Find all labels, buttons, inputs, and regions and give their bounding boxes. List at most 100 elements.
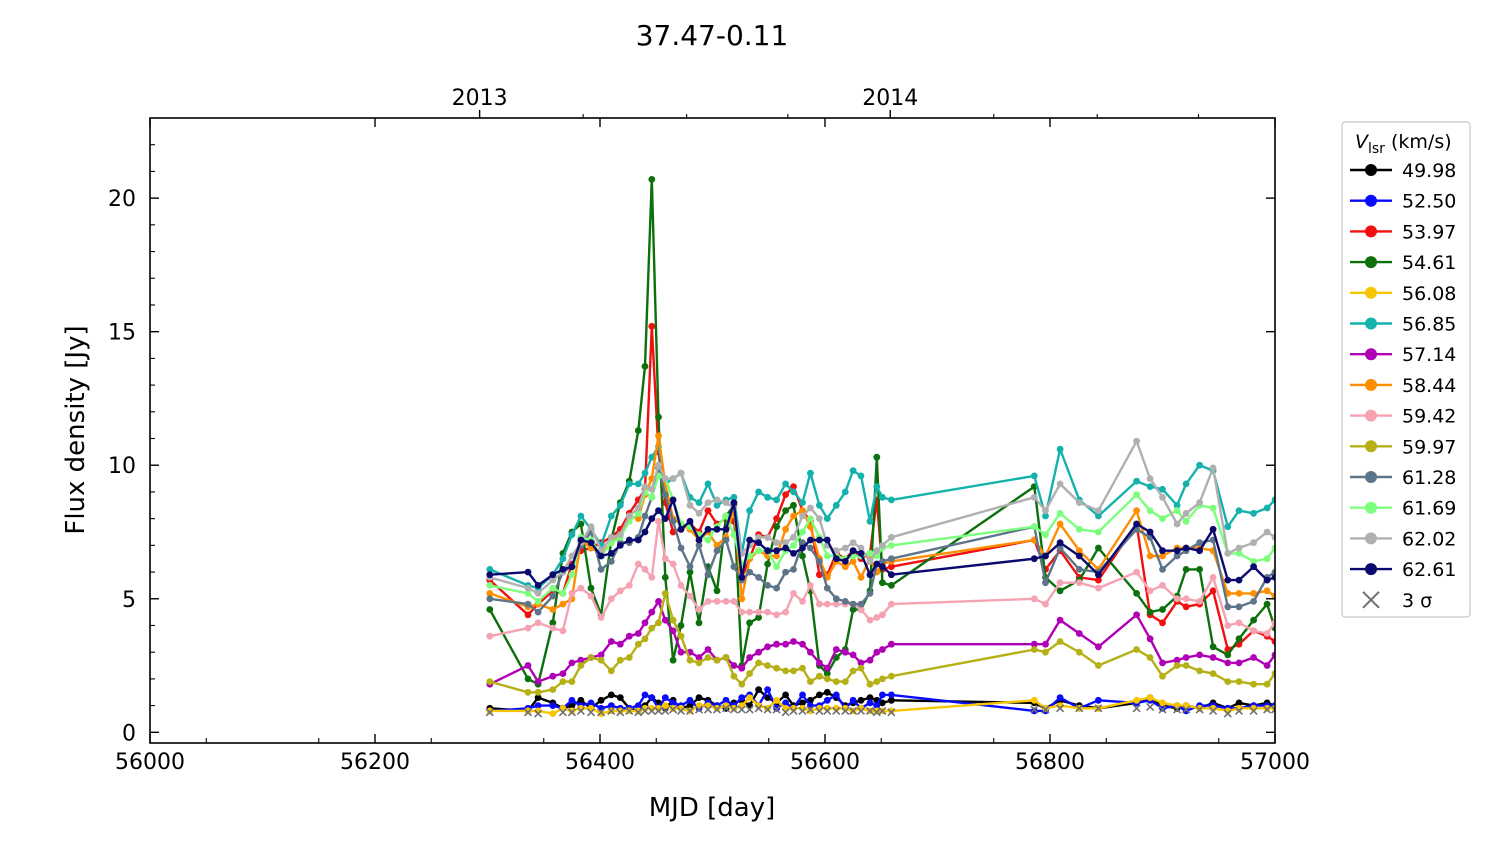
data-point [816, 672, 823, 680]
data-point [807, 678, 814, 685]
data-point [807, 582, 814, 589]
data-point [686, 563, 694, 571]
sigma-marker [676, 706, 686, 716]
data-point [764, 608, 771, 616]
legend-title: Vlsr (km/s) [1355, 131, 1452, 157]
data-point [686, 702, 694, 709]
sigma-marker [1041, 705, 1050, 714]
data-point [1196, 499, 1203, 506]
legend-swatch-marker [1365, 225, 1377, 238]
data-point [559, 555, 567, 563]
data-point [607, 558, 615, 565]
data-point [549, 606, 557, 613]
data-point [730, 499, 738, 506]
data-point [686, 656, 694, 664]
data-point [1146, 608, 1154, 616]
data-point [799, 699, 806, 707]
legend-swatch-marker [1365, 471, 1377, 483]
data-point [1042, 648, 1049, 656]
sigma-marker [597, 708, 606, 717]
data-point [1173, 552, 1181, 560]
data-point [841, 558, 849, 565]
data-point [849, 696, 857, 704]
legend-label: 62.02 [1402, 528, 1456, 550]
data-point [782, 507, 789, 514]
data-point [841, 488, 849, 496]
data-point [1271, 544, 1275, 552]
data-point [764, 493, 771, 501]
data-point [832, 654, 840, 661]
data-point [1095, 512, 1102, 520]
data-point [1030, 696, 1038, 704]
data-point [722, 598, 730, 605]
data-point [799, 539, 806, 547]
data-point [597, 651, 605, 659]
data-point [534, 678, 542, 685]
data-point [1209, 504, 1217, 512]
data-point [790, 512, 797, 520]
data-point [1095, 584, 1102, 592]
data-point [764, 694, 771, 701]
legend-label: 57.14 [1402, 344, 1456, 366]
data-point [873, 678, 881, 685]
data-point [549, 686, 557, 693]
data-point [648, 493, 656, 501]
data-point [616, 501, 624, 509]
data-point [616, 587, 624, 595]
sigma-marker [1263, 705, 1272, 714]
data-point [677, 544, 685, 552]
data-point [773, 515, 780, 522]
data-point [655, 461, 662, 469]
sigma-marker [1094, 704, 1103, 713]
sigma-marker [586, 708, 596, 717]
data-point [764, 704, 771, 712]
data-point [1075, 579, 1083, 587]
data-point [866, 590, 874, 597]
data-point [722, 525, 730, 533]
sigma-marker [1209, 706, 1218, 716]
data-point [873, 483, 881, 490]
data-point [807, 504, 814, 512]
data-point [1263, 528, 1271, 536]
data-point [1159, 619, 1166, 627]
data-point [669, 616, 677, 624]
data-point [730, 704, 738, 712]
data-point [1159, 493, 1166, 501]
data-point [866, 680, 874, 688]
data-point [607, 595, 615, 603]
data-point [738, 608, 746, 616]
data-point [879, 542, 886, 549]
data-point [1159, 704, 1166, 712]
data-point [1133, 568, 1140, 576]
sigma-marker [625, 706, 634, 716]
data-point [1250, 616, 1257, 624]
data-point [577, 656, 585, 664]
data-point [755, 547, 762, 555]
data-point [677, 632, 685, 640]
data-point [1235, 576, 1243, 584]
series-57-14 [486, 598, 1275, 688]
data-point [888, 555, 895, 563]
data-point [607, 667, 615, 675]
sigma-marker [849, 706, 858, 716]
data-point [764, 643, 771, 651]
data-point [577, 536, 585, 544]
data-point [669, 656, 677, 664]
data-point [616, 694, 624, 701]
data-point [816, 501, 823, 509]
legend-label: 58.44 [1402, 375, 1456, 397]
data-point [782, 539, 789, 547]
data-point [738, 680, 746, 688]
data-point [1042, 531, 1049, 539]
data-point [1095, 528, 1102, 536]
data-point [1133, 590, 1140, 597]
sigma-marker [485, 708, 494, 717]
data-point [1235, 603, 1243, 611]
data-point [857, 600, 865, 608]
data-point [832, 555, 840, 563]
data-point [790, 501, 797, 509]
data-point [1182, 662, 1190, 669]
data-point [832, 600, 840, 608]
data-point [1224, 576, 1232, 584]
data-point [1271, 592, 1275, 600]
